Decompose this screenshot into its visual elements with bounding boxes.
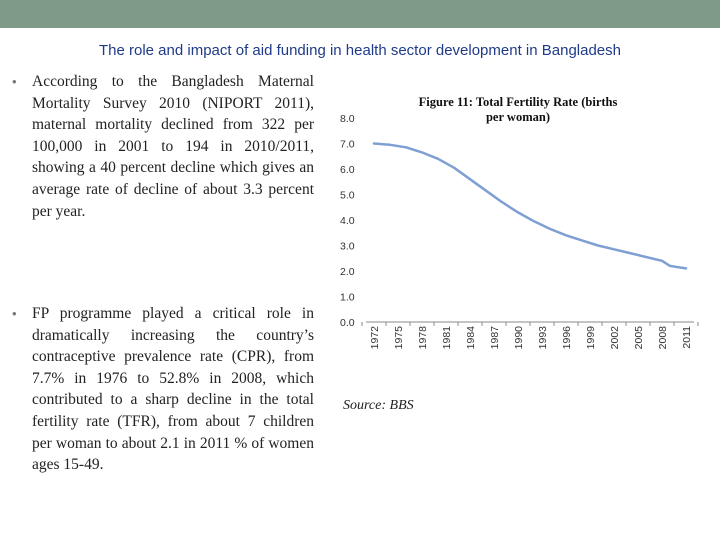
y-tick-label: 3.0: [340, 241, 355, 253]
y-tick-label: 6.0: [340, 164, 355, 176]
y-tick-label: 7.0: [340, 139, 355, 151]
y-tick-label: 0.0: [340, 317, 355, 329]
bullet-text: According to the Bangladesh Maternal Mor…: [32, 73, 314, 220]
bullet-text: FP programme played a critical role in d…: [32, 305, 314, 474]
x-tick-label: 2005: [633, 326, 645, 350]
y-tick-label: 2.0: [340, 266, 355, 278]
x-tick-label: 1981: [441, 326, 453, 350]
y-tick-label: 5.0: [340, 190, 355, 202]
y-tick-label: 4.0: [340, 215, 355, 227]
x-tick-label: 1996: [561, 326, 573, 350]
bullet-dot-icon: •: [12, 74, 17, 89]
x-tick-label: 2011: [681, 326, 693, 349]
x-tick-label: 1987: [489, 326, 501, 350]
x-tick-label: 1999: [585, 326, 597, 350]
slide-title: The role and impact of aid funding in he…: [98, 42, 621, 59]
tfr-line-chart: Figure 11: Total Fertility Rate (births p…: [340, 95, 699, 350]
chart-source: Source: BBS: [343, 398, 414, 413]
bullet-fp-programme: • FP programme played a critical role in…: [12, 303, 314, 476]
y-tick-label: 8.0: [340, 113, 355, 125]
tfr-series-line: [372, 142, 688, 270]
x-tick-label: 1993: [537, 326, 549, 350]
x-tick-label: 1978: [417, 326, 429, 350]
x-tick-label: 1975: [393, 326, 405, 350]
chart-title: Figure 11: Total Fertility Rate (births p…: [419, 95, 618, 124]
x-tick-label: 2008: [657, 326, 669, 350]
bullet-maternal-mortality: • According to the Bangladesh Maternal M…: [12, 71, 314, 222]
y-tick-label: 1.0: [340, 292, 355, 304]
x-tick-label: 1972: [369, 326, 381, 350]
x-tick-label: 1984: [465, 326, 477, 350]
bullet-dot-icon: •: [12, 306, 17, 321]
top-banner: [0, 0, 720, 28]
x-tick-label: 2002: [609, 326, 621, 350]
x-tick-label: 1990: [513, 326, 525, 350]
